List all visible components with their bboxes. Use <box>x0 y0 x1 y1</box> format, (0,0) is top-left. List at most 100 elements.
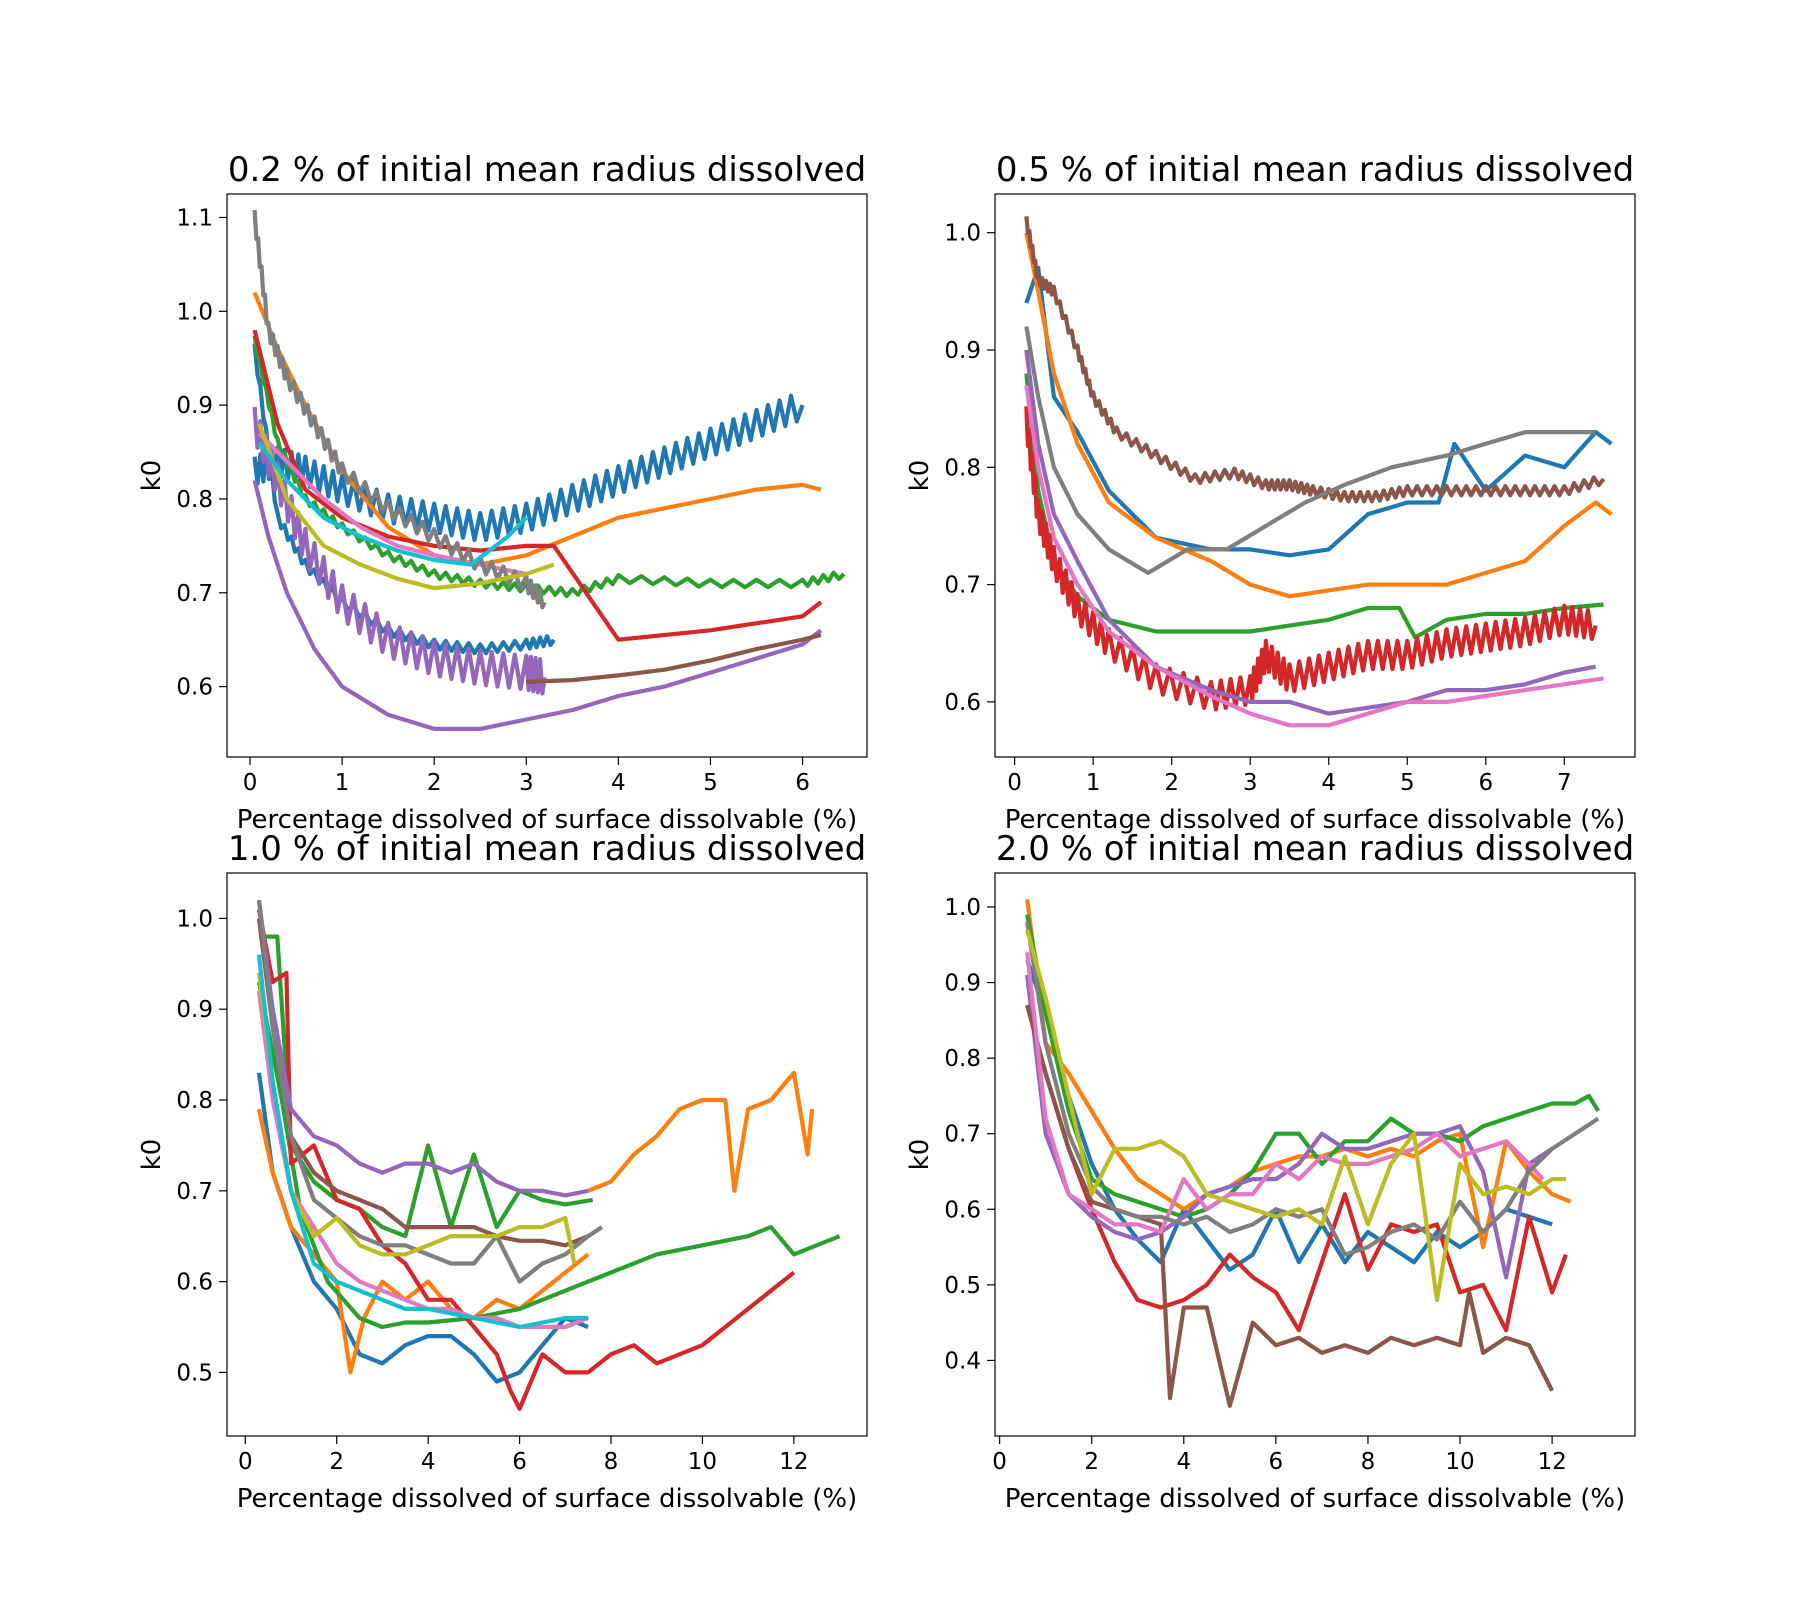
x-tick-label: 6 <box>1269 1449 1284 1475</box>
y-tick-label: 0.5 <box>176 1360 213 1386</box>
y-tick-label: 0.9 <box>944 971 981 997</box>
series-line-1 <box>256 1072 589 1384</box>
series-line-6 <box>1024 216 1606 504</box>
x-axis-label: Percentage dissolved of surface dissolva… <box>1005 805 1626 835</box>
y-tick-label: 0.6 <box>176 675 213 701</box>
chart-title: 0.5 % of initial mean radius dissolved <box>996 150 1634 190</box>
series-line-6 <box>252 406 547 696</box>
y-tick-label: 1.0 <box>944 895 981 921</box>
series-line-9 <box>1025 929 1566 1303</box>
subplot-3: 0 2 4 6 8 10 12 0.5 0.6 0.7 0.8 0.9 1.0 1.0 % of init… <box>137 829 868 1514</box>
y-tick-label: 0.7 <box>944 1122 981 1148</box>
series-line-8 <box>256 918 589 1248</box>
series-line-3 <box>1025 914 1600 1219</box>
axes-frame <box>226 193 868 758</box>
series-line-7 <box>256 899 589 1198</box>
x-tick-label: 4 <box>1321 770 1336 796</box>
series-line-8 <box>526 632 822 684</box>
axes-frame <box>226 872 868 1437</box>
y-axis-label: k0 <box>137 460 167 492</box>
y-tick-label: 1.0 <box>944 221 981 247</box>
series-line-4 <box>1024 406 1598 712</box>
chart-title: 0.2 % of initial mean radius dissolved <box>228 150 866 190</box>
y-tick-label: 0.7 <box>176 1179 213 1205</box>
series-line-1 <box>1025 959 1553 1272</box>
subplot-2: 0 1 2 3 4 5 6 7 0.6 0.7 0.8 0.9 1.0 0.5 % of initial … <box>905 150 1636 835</box>
subplot-4: 0 2 4 6 8 10 12 0.4 0.5 0.6 0.7 0.8 0.9 1.0 2.0 % of i… <box>905 829 1636 1514</box>
y-axis-label: k0 <box>905 1139 935 1171</box>
x-tick-label: 2 <box>1164 770 1179 796</box>
series-line-10 <box>252 209 547 610</box>
chart-title: 1.0 % of initial mean radius dissolved <box>228 829 866 869</box>
x-tick-label: 6 <box>1478 770 1493 796</box>
y-tick-label: 0.6 <box>176 1270 213 1296</box>
plot-area <box>256 899 841 1411</box>
x-tick-label: 12 <box>779 1449 808 1475</box>
y-tick-label: 0.9 <box>944 338 981 364</box>
x-tick-label: 8 <box>604 1449 619 1475</box>
x-axis-label: Percentage dissolved of surface dissolva… <box>1005 1484 1626 1514</box>
x-tick-label: 12 <box>1537 1449 1566 1475</box>
plot-area <box>252 209 846 731</box>
series-line-6 <box>256 908 796 1411</box>
axes-frame <box>994 193 1636 758</box>
y-tick-label: 0.6 <box>944 690 981 716</box>
x-tick-label: 1 <box>335 770 350 796</box>
series-line-10 <box>256 899 604 1284</box>
x-tick-label: 3 <box>519 770 534 796</box>
x-tick-label: 2 <box>427 770 442 796</box>
series-line-2 <box>1024 232 1613 599</box>
y-tick-label: 0.5 <box>944 1273 981 1299</box>
series-line-12 <box>256 954 589 1330</box>
y-tick-label: 0.6 <box>944 1197 981 1223</box>
series-line-7 <box>1024 384 1604 728</box>
y-tick-label: 0.9 <box>176 997 213 1023</box>
x-tick-label: 4 <box>611 770 626 796</box>
series-line-1 <box>252 393 805 543</box>
x-tick-label: 7 <box>1557 770 1572 796</box>
y-tick-label: 0.4 <box>944 1348 981 1374</box>
series-line-1 <box>1024 265 1613 558</box>
x-tick-label: 6 <box>795 770 810 796</box>
series-line-5 <box>1025 974 1554 1280</box>
y-tick-label: 1.1 <box>176 205 213 231</box>
x-tick-label: 5 <box>1400 770 1415 796</box>
y-axis-label: k0 <box>905 460 935 492</box>
subplot-1: 0 1 2 3 4 5 6 0.6 0.7 0.8 0.9 1.0 1.1 0.2 % of initia… <box>137 150 868 835</box>
x-axis-label: Percentage dissolved of surface dissolva… <box>237 805 858 835</box>
series-line-5 <box>256 981 841 1330</box>
x-tick-label: 0 <box>992 1449 1007 1475</box>
x-tick-label: 6 <box>512 1449 527 1475</box>
x-tick-label: 8 <box>1361 1449 1376 1475</box>
y-tick-label: 0.8 <box>944 455 981 481</box>
x-tick-label: 10 <box>1445 1449 1474 1475</box>
series-line-4 <box>252 335 846 599</box>
series-line-11 <box>256 972 577 1264</box>
series-line-7 <box>1025 952 1545 1235</box>
x-tick-label: 0 <box>1007 770 1022 796</box>
x-tick-label: 2 <box>1084 1449 1099 1475</box>
y-tick-label: 1.0 <box>176 299 213 325</box>
plot-area <box>1025 899 1600 1408</box>
x-axis-label: Percentage dissolved of surface dissolva… <box>237 1484 858 1514</box>
series-line-4 <box>1025 1004 1568 1333</box>
x-tick-label: 0 <box>238 1449 253 1475</box>
y-tick-label: 0.8 <box>944 1046 981 1072</box>
plot-area <box>1024 216 1613 728</box>
series-line-5 <box>252 329 823 642</box>
series-line-8 <box>1024 326 1596 575</box>
series-line-3 <box>587 1070 815 1193</box>
series-line-12 <box>257 441 528 567</box>
x-tick-label: 0 <box>243 770 258 796</box>
x-tick-label: 10 <box>688 1449 717 1475</box>
y-tick-label: 0.8 <box>176 1088 213 1114</box>
x-tick-label: 2 <box>329 1449 344 1475</box>
x-tick-label: 5 <box>703 770 718 796</box>
y-tick-label: 0.7 <box>176 581 213 607</box>
x-tick-label: 4 <box>1176 1449 1191 1475</box>
series-line-5 <box>1024 349 1597 716</box>
x-tick-label: 1 <box>1086 770 1101 796</box>
series-line-7 <box>252 479 823 731</box>
y-tick-label: 0.8 <box>176 487 213 513</box>
